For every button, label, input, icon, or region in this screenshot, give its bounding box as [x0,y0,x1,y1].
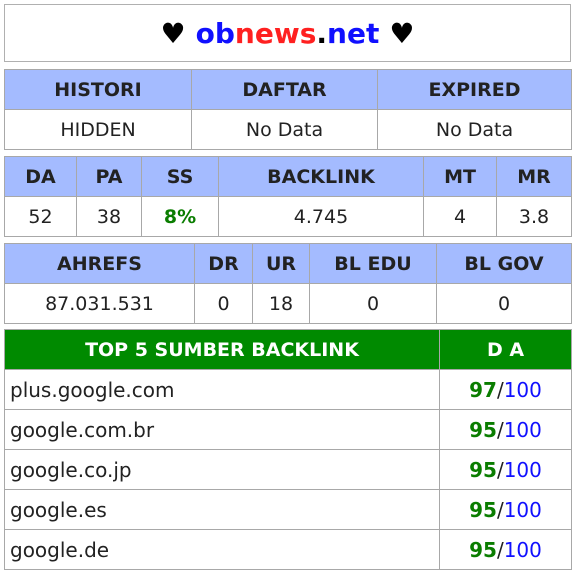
table-row: google.co.jp 95/100 [4,449,572,490]
heart-icon-left: ♥ [160,16,186,50]
backlink-site: google.de [4,529,440,570]
header-ahrefs: AHREFS [4,243,195,284]
value-mr: 3.8 [496,196,572,237]
value-mt: 4 [423,196,497,237]
score-value: 95 [469,537,497,562]
score-max: 100 [503,457,542,482]
score-slash: / [496,497,504,522]
metrics-table: DA PA SS BACKLINK MT MR 52 38 8% 4.745 4… [4,156,572,237]
value-da: 52 [4,196,77,237]
value-expired: No Data [377,109,572,150]
score-slash: / [496,417,504,442]
backlink-site: plus.google.com [4,369,440,410]
backlink-site: google.com.br [4,409,440,450]
top-backlinks-header-row: TOP 5 SUMBER BACKLINK D A [4,329,572,370]
ahrefs-header-row: AHREFS DR UR BL EDU BL GOV [4,243,572,284]
header-pa: PA [76,156,142,197]
header-ss: SS [141,156,219,197]
score-value: 95 [469,417,497,442]
header-mt: MT [423,156,497,197]
score-slash: / [496,457,504,482]
score-value: 95 [469,497,497,522]
metrics-header-row: DA PA SS BACKLINK MT MR [4,156,572,197]
backlink-score: 97/100 [439,369,572,410]
backlink-site: google.co.jp [4,449,440,490]
value-backlink: 4.745 [218,196,424,237]
header-da: DA [4,156,77,197]
backlink-score: 95/100 [439,449,572,490]
title-part-news: news [234,16,317,50]
title-part-net: net [327,16,380,50]
value-pa: 38 [76,196,142,237]
history-table: HISTORI DAFTAR EXPIRED HIDDEN No Data No… [4,69,572,150]
backlink-score: 95/100 [439,529,572,570]
header-histori: HISTORI [4,69,192,110]
header-expired: EXPIRED [377,69,572,110]
value-ur: 18 [252,283,310,324]
title-part-ob: ob [195,16,235,50]
metrics-value-row: 52 38 8% 4.745 4 3.8 [4,196,572,237]
site-title-box: ♥ obnews.net ♥ [4,4,571,62]
header-mr: MR [496,156,572,197]
table-row: google.es 95/100 [4,489,572,530]
header-backlink: BACKLINK [218,156,424,197]
score-max: 100 [503,377,542,402]
score-max: 100 [503,537,542,562]
value-ss: 8% [141,196,219,237]
value-daftar: No Data [191,109,378,150]
value-ahrefs: 87.031.531 [4,283,195,324]
history-header-row: HISTORI DAFTAR EXPIRED [4,69,572,110]
score-value: 95 [469,457,497,482]
backlink-score: 95/100 [439,409,572,450]
history-value-row: HIDDEN No Data No Data [4,109,572,150]
score-slash: / [496,537,504,562]
header-bl-edu: BL EDU [309,243,437,284]
site-title: obnews.net [196,17,380,50]
heart-icon-right: ♥ [389,16,415,50]
title-part-dot: . [316,16,328,50]
header-bl-gov: BL GOV [436,243,572,284]
table-row: google.de 95/100 [4,529,572,570]
value-dr: 0 [194,283,253,324]
table-row: plus.google.com 97/100 [4,369,572,410]
backlink-score: 95/100 [439,489,572,530]
score-value: 97 [469,377,497,402]
header-daftar: DAFTAR [191,69,378,110]
backlink-site: google.es [4,489,440,530]
value-bl-edu: 0 [309,283,437,324]
value-bl-gov: 0 [436,283,572,324]
header-da-score: D A [439,329,572,370]
value-histori: HIDDEN [4,109,192,150]
ahrefs-value-row: 87.031.531 0 18 0 0 [4,283,572,324]
top-backlinks-table: TOP 5 SUMBER BACKLINK D A plus.google.co… [4,329,572,570]
ahrefs-table: AHREFS DR UR BL EDU BL GOV 87.031.531 0 … [4,243,572,324]
table-row: google.com.br 95/100 [4,409,572,450]
header-dr: DR [194,243,253,284]
score-max: 100 [503,417,542,442]
header-ur: UR [252,243,310,284]
header-top-sources: TOP 5 SUMBER BACKLINK [4,329,440,370]
score-max: 100 [503,497,542,522]
score-slash: / [496,377,504,402]
